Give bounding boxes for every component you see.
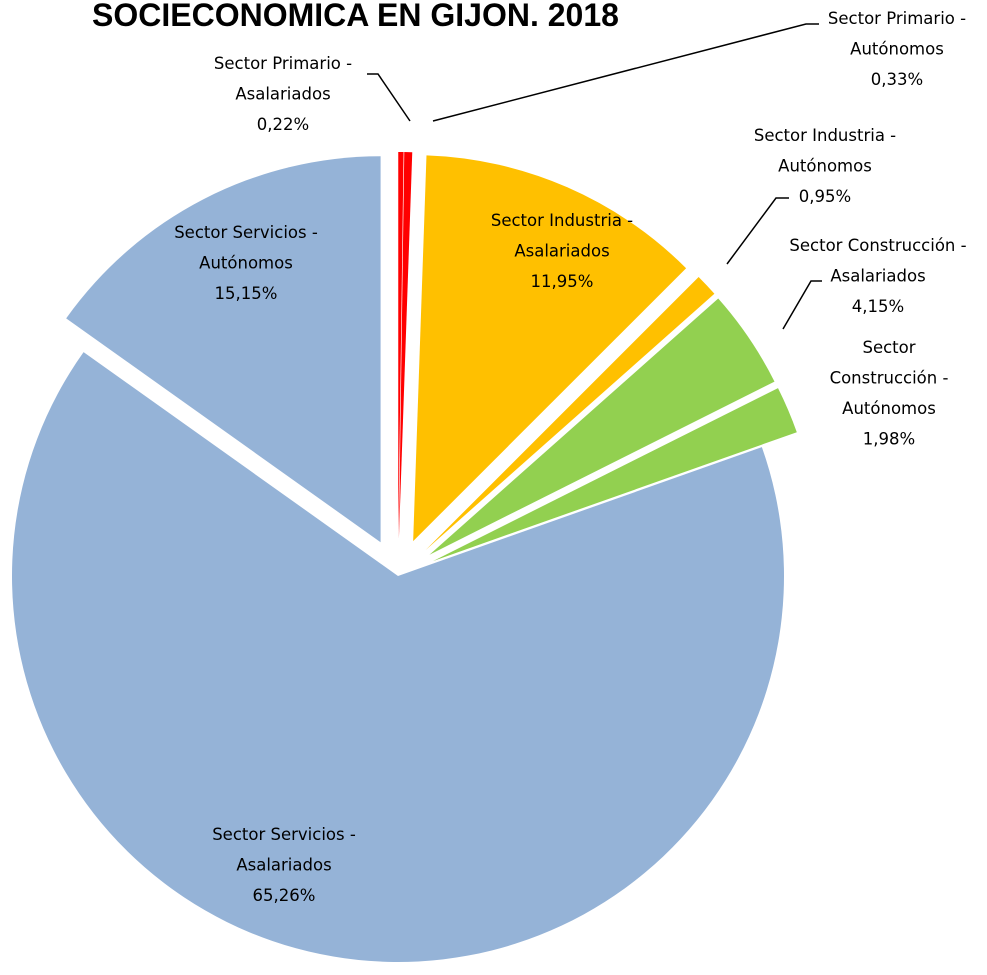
slice-label-sector-construccion-autonomos: Sector Construcción -Autónomos 1,98% xyxy=(830,338,949,449)
slice-label-sector-primario-autonomos: Sector Primario -Autónomos 0,33% xyxy=(828,9,966,89)
pie-slice-sector-primario-asalariados xyxy=(398,152,404,539)
slice-label-sector-industria-asalariados: Sector Industria -Asalariados 11,95% xyxy=(491,211,633,291)
slice-label-sector-primario-asalariados: Sector Primario -Asalariados 0,22% xyxy=(214,54,352,134)
pie-slice-sector-primario-autonomos xyxy=(398,152,413,539)
pie-slice-sector-industria-asalariados xyxy=(413,155,687,542)
pie-slice-sector-construccion-autonomos xyxy=(432,388,797,562)
pie-slice-sector-servicios-asalariados xyxy=(12,352,785,962)
leader-line-sector-construccion-asalariados xyxy=(782,280,822,330)
slice-labels: Sector Primario -Asalariados 0,22% Sector … xyxy=(174,9,966,905)
pie-slice-sector-servicios-autonomos xyxy=(66,156,381,543)
pie-slice-sector-industria-autonomos xyxy=(425,277,715,550)
leader-line-sector-primario-asalariados xyxy=(367,73,411,122)
slice-label-sector-servicios-autonomos: Sector Servicios -Autónomos 15,15% xyxy=(174,223,318,303)
leader-line-sector-industria-autonomos xyxy=(726,197,789,265)
pie-slice-sector-construccion-asalariados xyxy=(429,298,775,555)
leader-line-sector-primario-autonomos xyxy=(432,23,819,122)
chart-title: SOCIECONOMICA EN GIJON. 2018 xyxy=(92,0,619,33)
pie-slices xyxy=(12,152,797,962)
slice-label-sector-industria-autonomos: Sector Industria -Autónomos 0,95% xyxy=(754,126,896,206)
slice-label-sector-construccion-asalariados: Sector Construcción -Asalariados 4,15% xyxy=(789,236,966,316)
leader-lines xyxy=(367,23,822,330)
slice-label-sector-servicios-asalariados: Sector Servicios -Asalariados 65,26% xyxy=(212,825,356,905)
